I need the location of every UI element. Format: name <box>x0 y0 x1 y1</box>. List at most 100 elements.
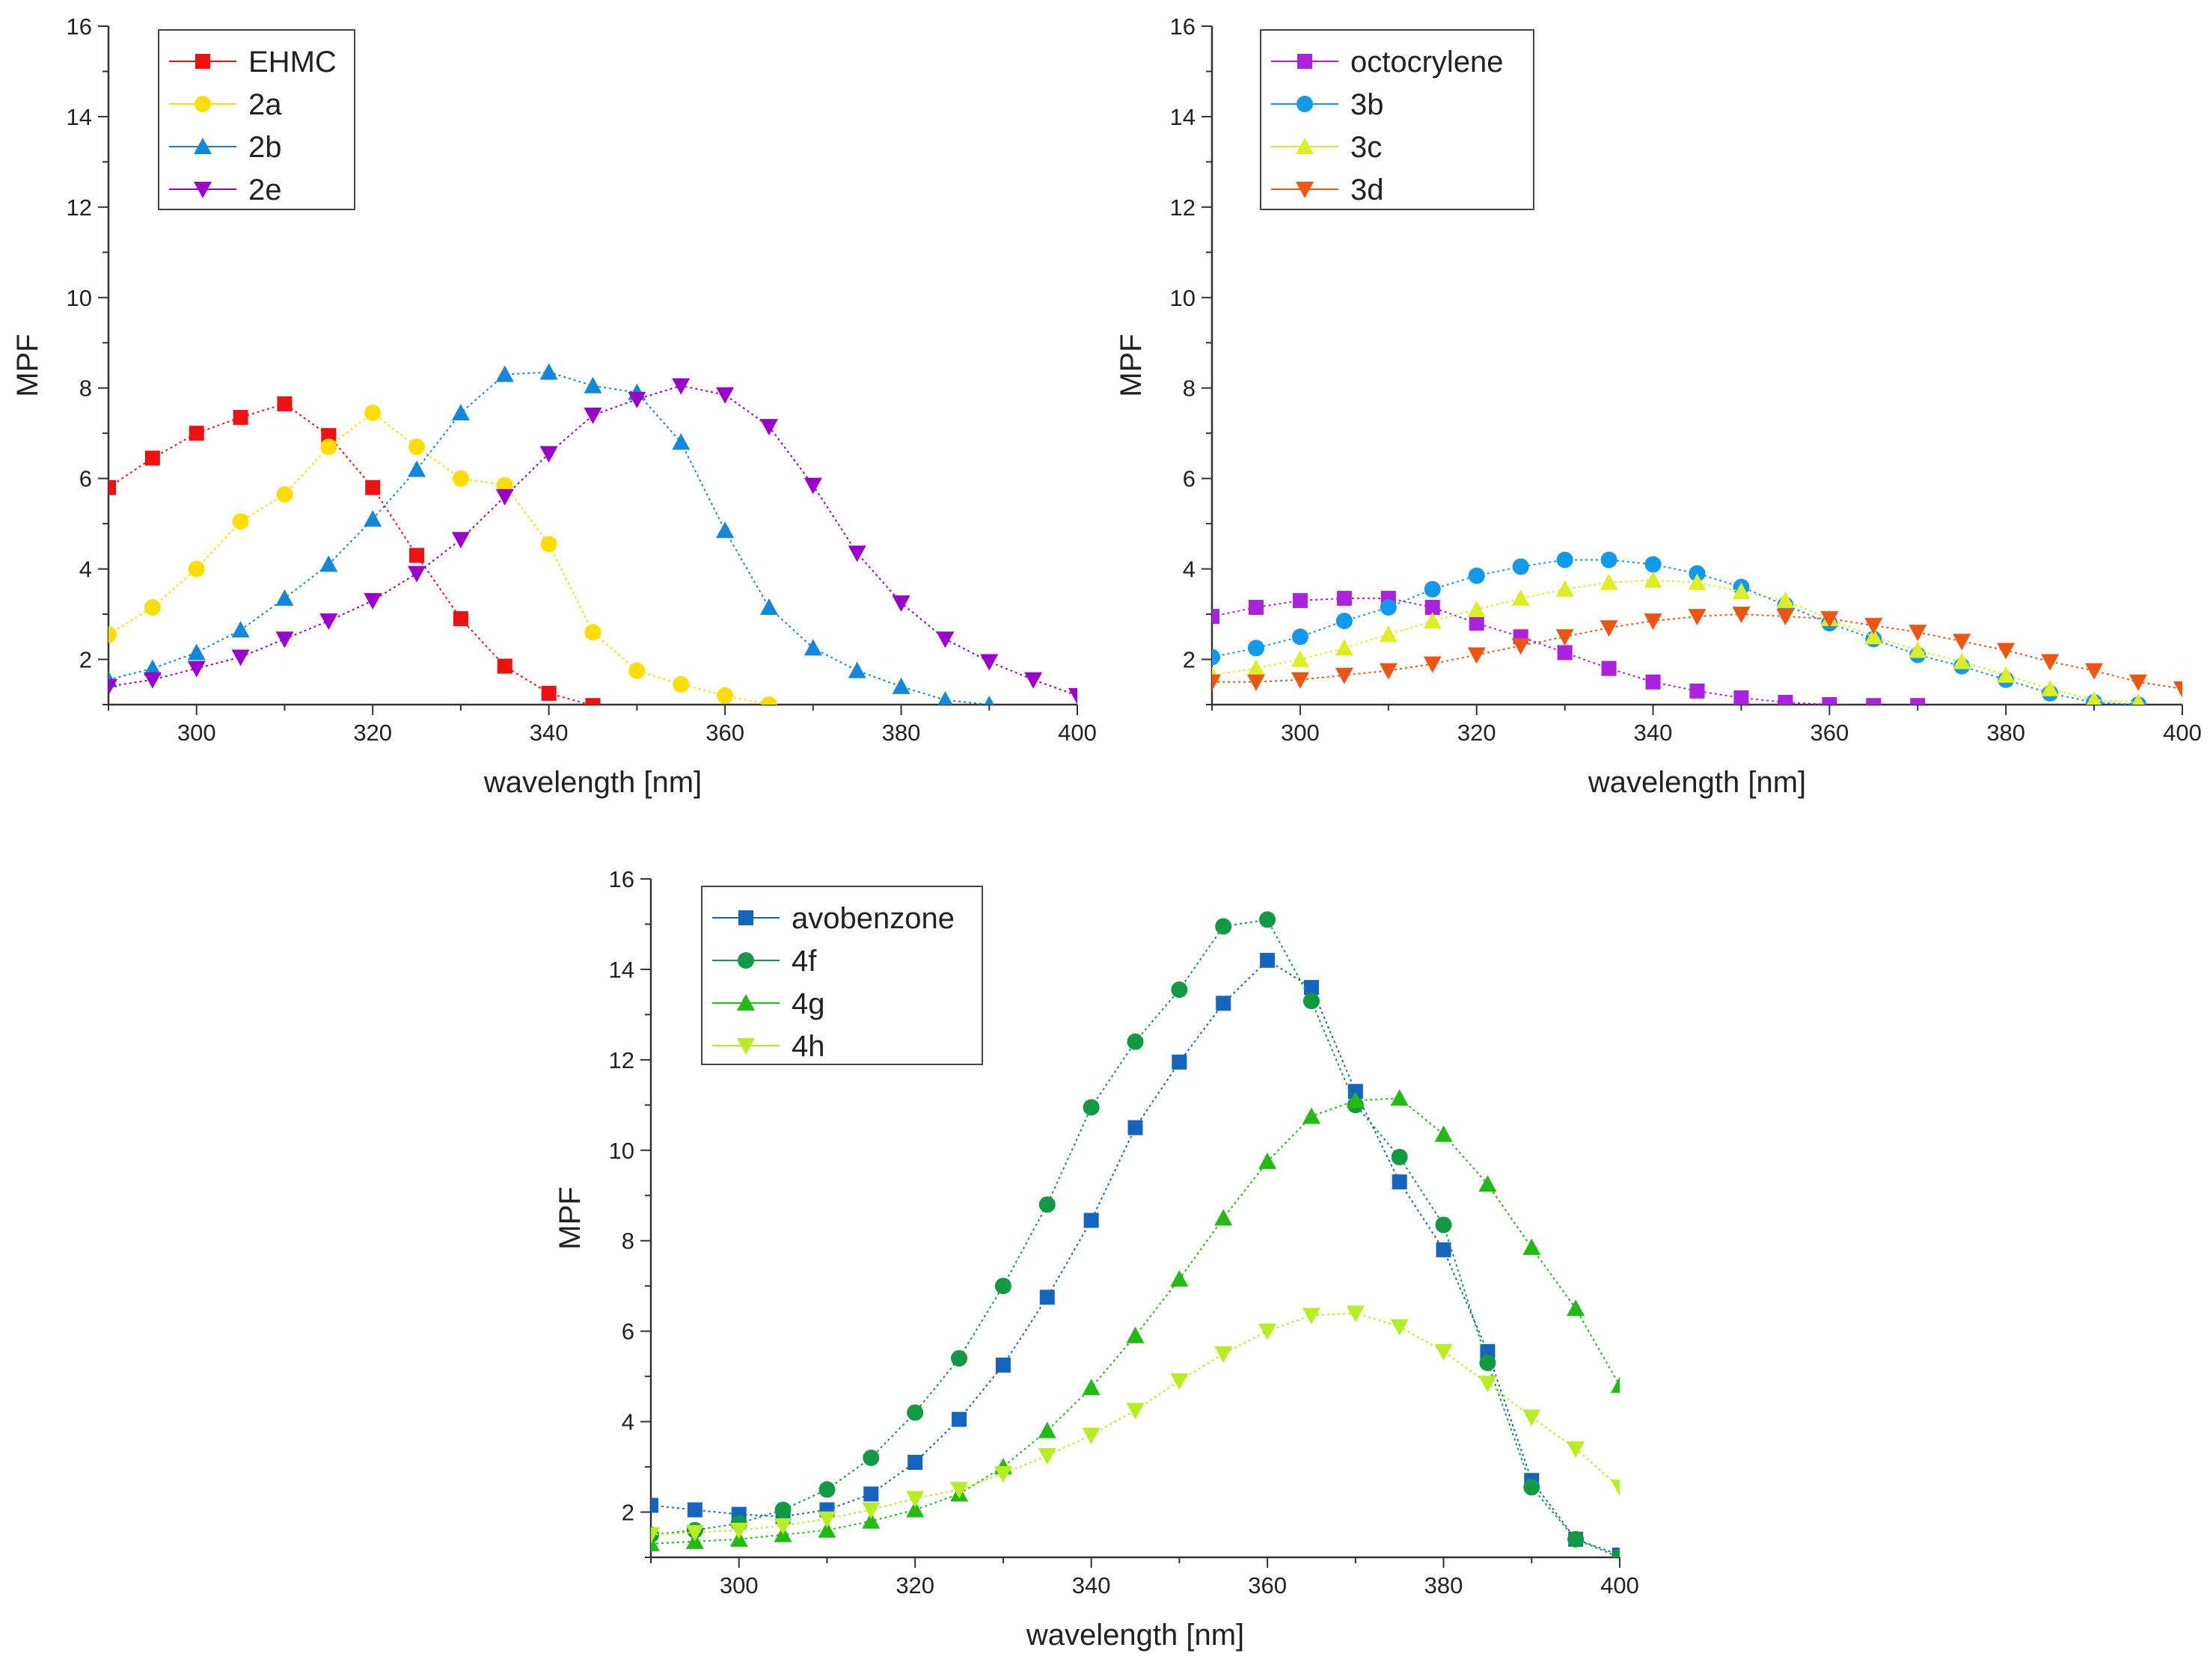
data-point <box>1511 638 1530 655</box>
data-point <box>717 687 734 704</box>
series-line-4h <box>651 1312 1620 1536</box>
y-axis-title: MPF <box>11 334 44 396</box>
data-point <box>495 488 514 506</box>
data-point <box>1212 674 1221 691</box>
data-point <box>628 662 646 679</box>
data-point <box>1335 667 1353 684</box>
y-tick-label: 6 <box>79 466 92 492</box>
data-point <box>952 1411 967 1427</box>
y-tick-label: 10 <box>67 285 92 311</box>
y-tick-label: 14 <box>1170 104 1196 130</box>
data-point <box>1127 1120 1143 1135</box>
data-point <box>651 1527 660 1544</box>
data-point <box>1776 591 1795 608</box>
data-point <box>275 631 294 649</box>
data-point <box>1600 573 1618 590</box>
data-point <box>231 621 250 638</box>
data-point <box>1567 1441 1585 1458</box>
data-point <box>1082 1379 1101 1396</box>
data-point <box>1523 1479 1540 1496</box>
data-point <box>984 696 994 705</box>
data-point <box>994 1466 1012 1483</box>
data-point <box>1469 616 1484 631</box>
data-point <box>862 1502 881 1519</box>
legend-label: 4h <box>792 1030 825 1063</box>
data-point <box>1567 1299 1585 1316</box>
y-tick-label: 2 <box>622 1500 634 1526</box>
data-point <box>2087 690 2102 705</box>
data-point <box>1822 697 1837 705</box>
data-point <box>1478 1376 1497 1393</box>
data-point <box>1024 672 1043 689</box>
data-point <box>232 513 249 530</box>
y-tick-label: 12 <box>609 1047 634 1073</box>
data-point <box>774 1518 792 1535</box>
legend-label: 3c <box>1350 131 1382 164</box>
x-tick-label: 300 <box>1281 720 1320 746</box>
data-point <box>1170 1373 1189 1391</box>
data-point <box>1644 556 1662 573</box>
legend-marker <box>195 54 210 69</box>
data-point <box>1909 625 1927 642</box>
data-point <box>1820 611 1839 628</box>
data-point <box>1910 698 1926 705</box>
series-line-2a <box>108 411 770 705</box>
data-point <box>188 560 205 577</box>
data-point <box>1611 1376 1620 1394</box>
data-point <box>108 678 117 696</box>
data-point <box>144 450 160 466</box>
legend-label: 2a <box>248 88 282 121</box>
data-point <box>2173 681 2182 698</box>
y-tick-label: 10 <box>609 1138 634 1164</box>
x-tick-label: 300 <box>177 720 216 746</box>
data-point <box>729 1522 748 1539</box>
data-point <box>1688 609 1707 626</box>
series-2a <box>108 404 777 705</box>
data-point <box>1336 590 1352 606</box>
data-point <box>1335 639 1353 656</box>
data-point <box>936 631 955 649</box>
data-point <box>1246 674 1265 691</box>
y-tick-label: 4 <box>79 557 92 583</box>
data-point <box>187 643 206 660</box>
y-tick-label: 2 <box>1183 647 1196 673</box>
data-point <box>1082 1427 1101 1444</box>
legend-marker <box>1296 138 1314 154</box>
legend-marker <box>194 182 212 198</box>
legend-marker <box>737 994 755 1011</box>
data-point <box>1479 1354 1496 1371</box>
data-point <box>1380 598 1397 616</box>
data-point <box>1467 601 1486 618</box>
x-tick-label: 400 <box>1058 720 1097 746</box>
data-point <box>1997 643 2015 660</box>
data-point <box>1555 629 1574 646</box>
data-point <box>1423 656 1442 673</box>
data-point <box>1435 1216 1452 1233</box>
data-point <box>1567 1530 1585 1548</box>
data-point <box>1611 1480 1620 1497</box>
data-point <box>1379 625 1398 643</box>
data-point <box>1556 551 1573 568</box>
y-tick-label: 16 <box>609 866 634 892</box>
y-axis-title: MPF <box>554 1186 587 1249</box>
y-tick-label: 14 <box>609 957 634 983</box>
data-point <box>584 408 602 425</box>
data-point <box>1212 649 1220 666</box>
data-point <box>189 426 204 441</box>
data-point <box>1611 1549 1620 1557</box>
data-point <box>541 685 557 701</box>
data-point <box>1038 1447 1056 1465</box>
data-point <box>408 565 426 583</box>
y-tick-label: 4 <box>1183 557 1196 583</box>
series-3c <box>1212 571 2145 705</box>
data-point <box>2131 693 2145 705</box>
y-tick-label: 14 <box>67 104 92 130</box>
x-axis-title: wavelength [nm] <box>483 766 702 799</box>
x-tick-label: 340 <box>1072 1572 1111 1598</box>
data-point <box>1248 599 1264 615</box>
data-point <box>1172 1054 1187 1070</box>
data-point <box>1303 993 1320 1010</box>
data-point <box>1953 652 1971 669</box>
x-tick-label: 320 <box>896 1572 934 1598</box>
data-point <box>364 510 382 527</box>
